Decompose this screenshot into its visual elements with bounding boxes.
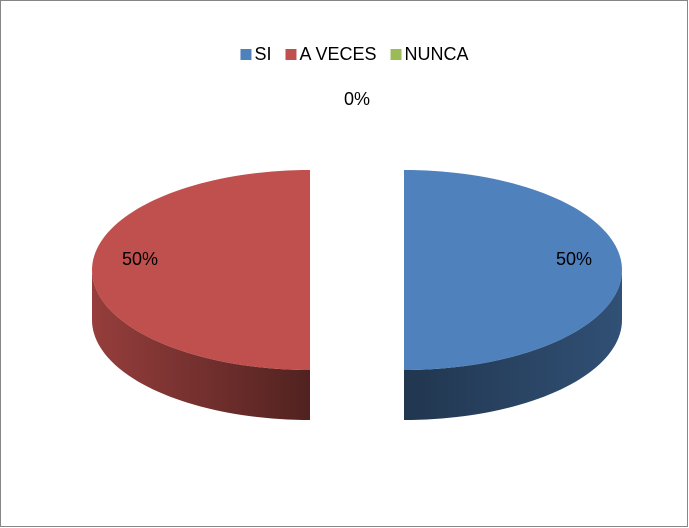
legend-label: A VECES — [299, 44, 376, 64]
slice-side — [404, 270, 622, 420]
data-label: 0% — [344, 89, 370, 109]
data-label: 50% — [122, 249, 158, 269]
legend-swatch — [240, 49, 252, 60]
data-label: 50% — [556, 249, 592, 269]
slice-side — [92, 270, 310, 420]
legend-swatch — [390, 49, 402, 60]
legend-label: SI — [254, 44, 271, 64]
pie-slice — [92, 170, 310, 420]
legend-label: NUNCA — [405, 44, 469, 64]
slice-top — [92, 170, 310, 370]
slice-top — [404, 170, 622, 370]
legend-swatch — [285, 49, 297, 60]
pie-slice — [404, 170, 622, 420]
